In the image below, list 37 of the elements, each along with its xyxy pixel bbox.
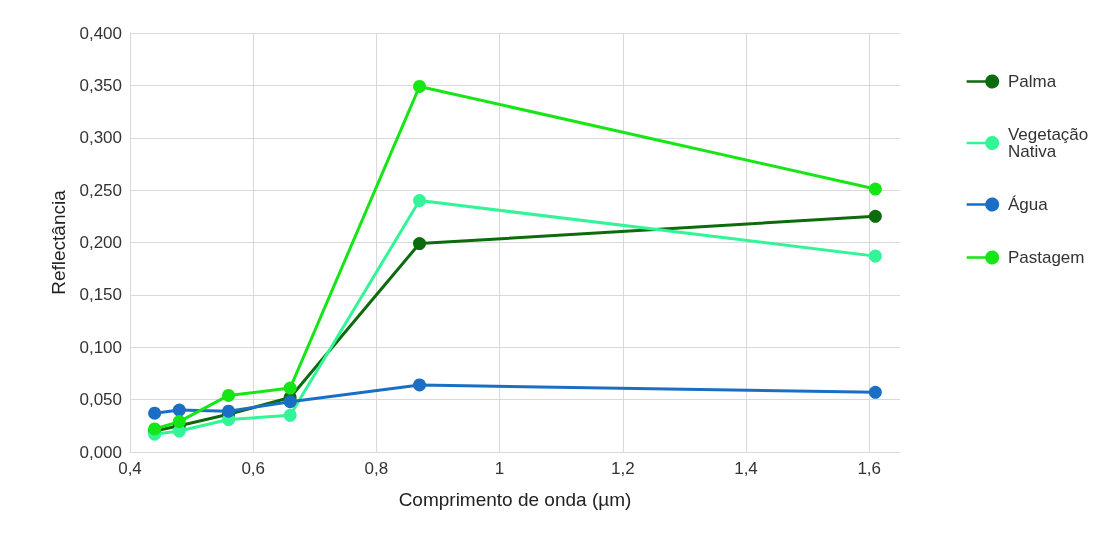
legend-label: Água xyxy=(1007,195,1049,214)
point xyxy=(172,403,186,417)
x-tick-label: 1 xyxy=(494,459,505,478)
y-tick-label: 0,100 xyxy=(79,337,122,357)
point xyxy=(283,381,297,395)
x-tick-label: 1,4 xyxy=(734,459,758,478)
point xyxy=(172,415,186,429)
legend-label: Vegetação Nativa xyxy=(1007,125,1093,161)
point xyxy=(868,385,882,399)
point xyxy=(413,237,427,251)
point xyxy=(868,182,882,196)
y-tick-label: 0,150 xyxy=(79,285,122,305)
point xyxy=(283,395,297,409)
x-tick-label: 0,8 xyxy=(364,459,389,478)
legend-label: Palma xyxy=(1007,72,1057,91)
point xyxy=(868,249,882,263)
y-tick-label: 0,400 xyxy=(79,23,122,43)
legend-label: Pastagem xyxy=(1007,248,1085,267)
y-tick-label: 0,200 xyxy=(79,233,122,252)
point xyxy=(413,194,427,208)
point xyxy=(413,378,427,392)
point xyxy=(413,79,427,93)
y-tick-label: 0,250 xyxy=(79,180,122,200)
x-tick-label: 0,4 xyxy=(118,459,142,478)
y-tick-label: 0,300 xyxy=(79,128,122,148)
x-tick-label: 1,6 xyxy=(857,459,882,478)
point xyxy=(222,388,236,402)
x-axis-title: Comprimento de onda (µm) xyxy=(398,489,632,510)
y-tick-label: 0,000 xyxy=(79,442,122,462)
x-tick-label: 1,2 xyxy=(610,459,635,478)
point xyxy=(868,209,882,223)
y-axis-title: Reflectância xyxy=(48,189,69,295)
y-tick-label: 0,050 xyxy=(79,390,122,410)
point xyxy=(148,406,162,420)
x-tick-label: 0,6 xyxy=(241,459,266,478)
point xyxy=(283,408,297,422)
y-tick-label: 0,350 xyxy=(79,75,122,95)
